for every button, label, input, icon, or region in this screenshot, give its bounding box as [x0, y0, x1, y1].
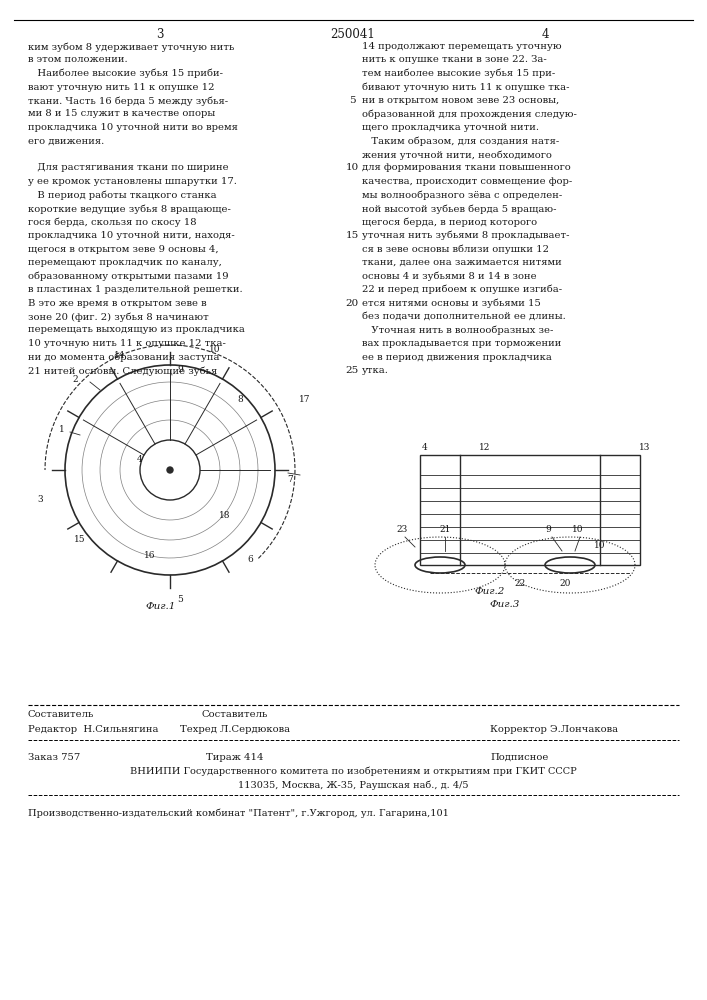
Text: 10: 10: [595, 540, 606, 550]
Text: 3: 3: [156, 28, 164, 41]
Text: для формирования ткани повышенного: для формирования ткани повышенного: [362, 163, 571, 172]
Text: ткани, далее она зажимается нитями: ткани, далее она зажимается нитями: [362, 258, 562, 267]
Text: Производственно-издательский комбинат "Патент", г.Ужгород, ул. Гагарина,101: Производственно-издательский комбинат "П…: [28, 808, 449, 818]
Text: 113035, Москва, Ж-35, Раушская наб., д. 4/5: 113035, Москва, Ж-35, Раушская наб., д. …: [238, 780, 468, 790]
Text: основы 4 и зубьями 8 и 14 в зоне: основы 4 и зубьями 8 и 14 в зоне: [362, 271, 537, 281]
Text: 14 продолжают перемещать уточную: 14 продолжают перемещать уточную: [362, 42, 561, 51]
Text: утка.: утка.: [362, 366, 389, 375]
Circle shape: [167, 467, 173, 473]
Text: Фиг.2: Фиг.2: [475, 587, 506, 596]
Text: Фиг.3: Фиг.3: [490, 600, 520, 609]
Text: жения уточной нити, необходимого: жения уточной нити, необходимого: [362, 150, 552, 159]
Text: Наиболее высокие зубья 15 приби-: Наиболее высокие зубья 15 приби-: [28, 69, 223, 79]
Text: в этом положении.: в этом положении.: [28, 55, 128, 64]
Text: 20: 20: [559, 578, 571, 587]
Text: 21 нитей основы. Следующие зубья: 21 нитей основы. Следующие зубья: [28, 366, 217, 375]
Text: Уточная нить в волнообразных зе-: Уточная нить в волнообразных зе-: [362, 326, 554, 335]
Text: образованному открытыми пазами 19: образованному открытыми пазами 19: [28, 271, 228, 281]
Text: щего прокладчика уточной нити.: щего прокладчика уточной нити.: [362, 123, 539, 132]
Text: уточная нить зубьями 8 прокладывает-: уточная нить зубьями 8 прокладывает-: [362, 231, 570, 240]
Text: 14: 14: [115, 351, 126, 360]
Text: ми 8 и 15 служит в качестве опоры: ми 8 и 15 служит в качестве опоры: [28, 109, 215, 118]
Text: 10 уточную нить 11 к опушке 12 тка-: 10 уточную нить 11 к опушке 12 тка-: [28, 339, 226, 348]
Text: Таким образом, для создания натя-: Таким образом, для создания натя-: [362, 136, 559, 146]
Text: 4: 4: [137, 456, 143, 464]
Text: вают уточную нить 11 к опушке 12: вают уточную нить 11 к опушке 12: [28, 83, 214, 92]
Text: ни в открытом новом зеве 23 основы,: ни в открытом новом зеве 23 основы,: [362, 96, 559, 105]
Text: ется нитями основы и зубьями 15: ется нитями основы и зубьями 15: [362, 298, 541, 308]
Text: вах прокладывается при торможении: вах прокладывается при торможении: [362, 339, 561, 348]
Text: Фиг.1: Фиг.1: [145, 602, 175, 611]
Text: В это же время в открытом зеве в: В это же время в открытом зеве в: [28, 298, 206, 308]
Text: ни до момента образования заступа: ни до момента образования заступа: [28, 353, 219, 362]
Text: 21: 21: [439, 526, 450, 534]
Text: 3: 3: [37, 495, 43, 504]
Text: В период работы ткацкого станка: В период работы ткацкого станка: [28, 190, 216, 200]
Text: 8: 8: [237, 395, 243, 404]
Text: 5: 5: [177, 595, 183, 604]
Text: бивают уточную нить 11 к опушке тка-: бивают уточную нить 11 к опушке тка-: [362, 83, 570, 92]
Text: прокладчика 10 уточной нити во время: прокладчика 10 уточной нити во время: [28, 123, 238, 132]
Text: 6: 6: [247, 556, 253, 564]
Text: 2: 2: [72, 375, 78, 384]
Text: 22: 22: [515, 578, 525, 587]
Text: 1: 1: [59, 426, 65, 434]
Text: гося берда, скользя по скосу 18: гося берда, скользя по скосу 18: [28, 218, 197, 227]
Text: 9: 9: [177, 365, 183, 374]
Text: 10: 10: [209, 346, 221, 355]
Text: ся в зеве основы вблизи опушки 12: ся в зеве основы вблизи опушки 12: [362, 244, 549, 254]
Text: образованной для прохождения следую-: образованной для прохождения следую-: [362, 109, 577, 119]
Text: прокладчика 10 уточной нити, находя-: прокладчика 10 уточной нити, находя-: [28, 231, 235, 240]
Text: перемещают прокладчик по каналу,: перемещают прокладчик по каналу,: [28, 258, 222, 267]
Text: 10: 10: [572, 526, 584, 534]
Text: ной высотой зубьев берда 5 вращаю-: ной высотой зубьев берда 5 вращаю-: [362, 204, 556, 214]
Text: Составитель: Составитель: [28, 710, 94, 719]
Text: 12: 12: [479, 442, 491, 452]
Text: 7: 7: [287, 476, 293, 485]
Text: 22 и перед прибоем к опушке изгиба-: 22 и перед прибоем к опушке изгиба-: [362, 285, 562, 294]
Text: Составитель: Составитель: [201, 710, 268, 719]
Text: 10: 10: [346, 163, 358, 172]
Text: ткани. Часть 16 берда 5 между зубья-: ткани. Часть 16 берда 5 между зубья-: [28, 96, 228, 105]
Text: 15: 15: [74, 536, 86, 544]
Text: его движения.: его движения.: [28, 136, 104, 145]
Text: нить к опушке ткани в зоне 22. За-: нить к опушке ткани в зоне 22. За-: [362, 55, 547, 64]
Text: у ее кромок установлены шпарутки 17.: у ее кромок установлены шпарутки 17.: [28, 177, 237, 186]
Text: Подписное: Подписное: [490, 753, 549, 762]
Text: 13: 13: [639, 442, 650, 452]
Text: 20: 20: [346, 298, 358, 308]
Text: Тираж 414: Тираж 414: [206, 753, 264, 762]
Text: 4: 4: [422, 442, 428, 452]
Text: 9: 9: [545, 526, 551, 534]
Text: ким зубом 8 удерживает уточную нить: ким зубом 8 удерживает уточную нить: [28, 42, 235, 51]
Text: 25: 25: [346, 366, 358, 375]
Text: в пластинах 1 разделительной решетки.: в пластинах 1 разделительной решетки.: [28, 285, 243, 294]
Text: тем наиболее высокие зубья 15 при-: тем наиболее высокие зубья 15 при-: [362, 69, 555, 79]
Text: мы волнообразного зёва с определен-: мы волнообразного зёва с определен-: [362, 190, 562, 200]
Text: Заказ 757: Заказ 757: [28, 753, 81, 762]
Text: 16: 16: [144, 550, 156, 560]
Text: ВНИИПИ Государственного комитета по изобретениям и открытиям при ГКИТ СССР: ВНИИПИ Государственного комитета по изоб…: [129, 767, 576, 776]
Text: 5: 5: [349, 96, 356, 105]
Text: ее в период движения прокладчика: ее в период движения прокладчика: [362, 353, 552, 361]
Text: 17: 17: [299, 395, 311, 404]
Text: Техред Л.Сердюкова: Техред Л.Сердюкова: [180, 725, 290, 734]
Text: Корректор Э.Лончакова: Корректор Э.Лончакова: [490, 725, 618, 734]
Text: без подачи дополнительной ее длины.: без подачи дополнительной ее длины.: [362, 312, 566, 321]
Text: 4: 4: [542, 28, 549, 41]
Text: щегося в открытом зеве 9 основы 4,: щегося в открытом зеве 9 основы 4,: [28, 244, 218, 253]
Bar: [420, 455, 640, 565]
Text: Для растягивания ткани по ширине: Для растягивания ткани по ширине: [28, 163, 228, 172]
Text: 23: 23: [397, 526, 408, 534]
Text: 250041: 250041: [331, 28, 375, 41]
Text: 15: 15: [346, 231, 358, 240]
Text: щегося берда, в период которого: щегося берда, в период которого: [362, 218, 537, 227]
Text: качества, происходит совмещение фор-: качества, происходит совмещение фор-: [362, 177, 572, 186]
Text: Редактор  Н.Сильнягина: Редактор Н.Сильнягина: [28, 725, 158, 734]
Text: перемещать выходящую из прокладчика: перемещать выходящую из прокладчика: [28, 326, 245, 334]
Text: 18: 18: [219, 510, 230, 520]
Text: короткие ведущие зубья 8 вращающе-: короткие ведущие зубья 8 вращающе-: [28, 204, 231, 214]
Text: зоне 20 (фиг. 2) зубья 8 начинают: зоне 20 (фиг. 2) зубья 8 начинают: [28, 312, 209, 322]
